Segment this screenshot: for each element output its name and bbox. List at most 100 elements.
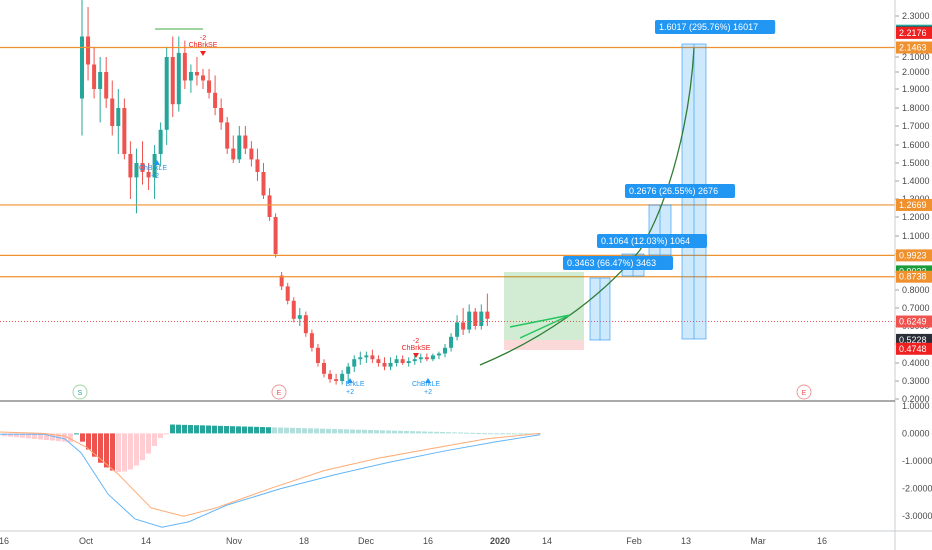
- oscillator-macd-line: [0, 431, 541, 517]
- histogram-bar: [206, 425, 211, 434]
- x-tick-label: Feb: [626, 536, 642, 546]
- x-tick-label: 14: [141, 536, 151, 546]
- histogram-bar: [368, 430, 373, 434]
- histogram-bar: [380, 430, 385, 434]
- histogram-bar: [404, 430, 409, 434]
- histogram-bar: [170, 424, 175, 434]
- histogram-bar: [2, 433, 7, 437]
- signal-label: ChBrkSE: [402, 345, 431, 352]
- histogram-bar: [338, 429, 343, 434]
- event-marker-label: E: [277, 390, 282, 397]
- histogram-bar: [284, 427, 289, 434]
- candle-body: [424, 357, 429, 360]
- candle-body: [188, 72, 193, 81]
- candle-body: [467, 311, 472, 330]
- candle-body: [237, 135, 242, 160]
- candle-body: [388, 363, 393, 367]
- candle-body: [436, 353, 441, 356]
- y-tick-label: 1.9000: [902, 84, 930, 94]
- x-tick-label: 16: [817, 536, 827, 546]
- histogram-bar: [374, 430, 379, 434]
- histogram-bar: [434, 431, 439, 434]
- histogram-bar: [80, 433, 85, 442]
- oscillator-signal-line: [0, 433, 541, 528]
- osc-y-tick-label: 0.0000: [902, 428, 930, 438]
- histogram-bar: [482, 433, 487, 435]
- price-tag-label: 2.2176: [899, 28, 927, 38]
- candle-body: [479, 311, 484, 326]
- y-tick-label: 0.8000: [902, 285, 930, 295]
- price-tag-label: 1.2669: [899, 200, 927, 210]
- candle-body: [291, 300, 296, 319]
- y-tick-label: 0.2000: [902, 394, 930, 404]
- histogram-bar: [494, 433, 499, 435]
- candle-body: [213, 92, 218, 108]
- histogram-bar: [410, 431, 415, 434]
- price-tag-label: 0.4748: [899, 344, 927, 354]
- candle-body: [243, 135, 248, 149]
- candle-body: [461, 322, 466, 330]
- histogram-bar: [350, 429, 355, 434]
- price-tag: [896, 198, 932, 211]
- projection-layer: 1.6017 (295.76%) 16017 0.2676 (26.55%) 26…: [155, 20, 776, 366]
- candle-body: [182, 52, 187, 81]
- histogram-bar: [20, 433, 25, 438]
- candle-body: [382, 363, 387, 367]
- y-tick-label: 1.1000: [902, 231, 930, 241]
- signal-label: ChBrkLE: [412, 381, 440, 388]
- candle-body: [176, 52, 181, 105]
- candle-body: [418, 357, 423, 360]
- candle-body: [285, 286, 290, 301]
- histogram-bar: [488, 433, 493, 435]
- price-tag-label: 0.6249: [899, 317, 927, 327]
- osc-y-tick-label: 1.0000: [902, 401, 930, 411]
- projection-label-bg: [625, 184, 735, 198]
- histogram-bar: [236, 426, 241, 434]
- signal-label: +2: [424, 389, 432, 396]
- osc-y-tick-label: -3.0000: [902, 511, 932, 521]
- candle-body: [261, 172, 266, 196]
- candle-body: [225, 122, 230, 149]
- histogram-bar: [278, 427, 283, 434]
- x-tick-label: 16: [423, 536, 433, 546]
- histogram-bar: [314, 428, 319, 434]
- histogram-bar: [122, 433, 127, 472]
- x-tick-label: 14: [542, 536, 552, 546]
- histogram-bar: [506, 433, 511, 435]
- candle-body: [110, 98, 115, 126]
- histogram-bar: [458, 432, 463, 434]
- signal-label: -2: [200, 35, 206, 42]
- candle-body: [122, 108, 127, 154]
- price-tag: [896, 26, 932, 39]
- histogram-bar: [260, 427, 265, 434]
- signal-arrow-icon: [425, 378, 431, 383]
- projection-label-bg: [563, 256, 673, 270]
- projection-label-bg: [597, 234, 707, 248]
- price-tag-label: 2.1463: [899, 43, 927, 53]
- histogram-bar: [254, 426, 259, 434]
- histogram-bar: [242, 426, 247, 434]
- histogram-bar: [296, 428, 301, 434]
- projection-label: 0.2676 (26.55%) 2676: [629, 186, 718, 196]
- x-tick-label: 16: [0, 536, 9, 546]
- candle-body: [412, 359, 417, 362]
- candle-body: [255, 159, 260, 172]
- histogram-bar: [110, 433, 115, 471]
- candle-body: [376, 359, 381, 363]
- x-tick-label: Dec: [358, 536, 375, 546]
- candle-body: [104, 72, 109, 99]
- projection-label: 0.1064 (12.03%) 1064: [601, 236, 690, 246]
- histogram-bar: [194, 425, 199, 434]
- histogram-bar: [512, 433, 517, 435]
- event-marker-label: S: [78, 390, 83, 397]
- price-tag-label: 0.5228: [899, 335, 927, 345]
- signal-label: BrkLE: [345, 381, 364, 388]
- y-tick-label: 1.8000: [902, 103, 930, 113]
- candle-body: [158, 129, 163, 154]
- y-tick-label: 2.1000: [902, 52, 930, 62]
- candle-body: [406, 361, 411, 363]
- y-tick-label: 1.7000: [902, 121, 930, 131]
- histogram-bar: [218, 425, 223, 434]
- candle-body: [201, 75, 205, 81]
